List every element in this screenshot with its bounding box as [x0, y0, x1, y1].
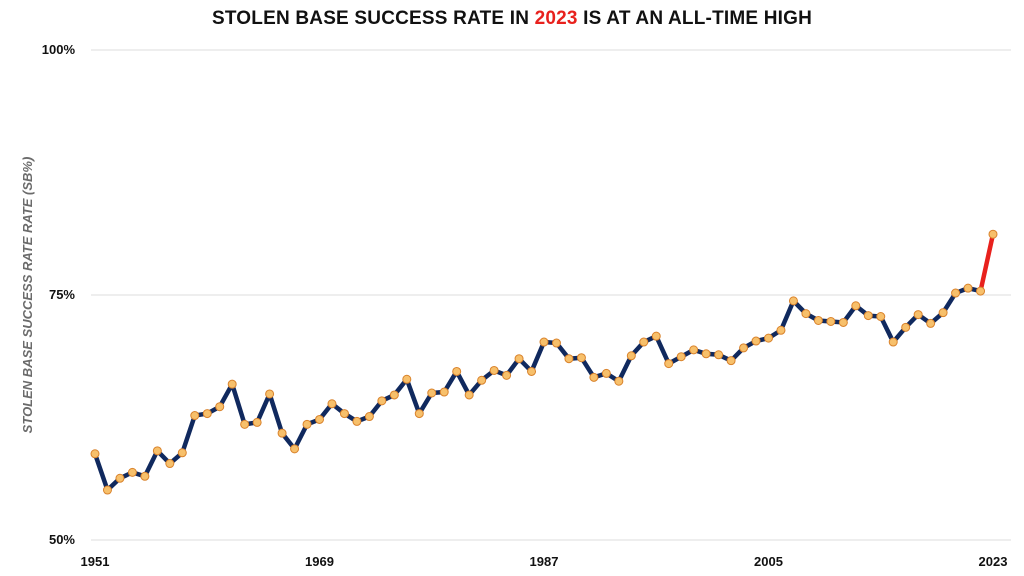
y-tick-label: 100%: [42, 42, 76, 57]
data-point: [315, 414, 324, 424]
data-point: [427, 388, 437, 398]
data-point: [626, 351, 636, 361]
data-point: [140, 471, 150, 481]
data-point: [439, 387, 449, 397]
title-suffix: IS AT AN ALL-TIME HIGH: [577, 8, 813, 29]
data-point: [651, 331, 661, 341]
x-axis-ticks: 1951 1969 1987 2005 2023: [81, 554, 1008, 569]
data-point: [951, 288, 961, 298]
data-point: [265, 389, 275, 399]
data-point: [477, 375, 487, 385]
data-point: [90, 449, 100, 459]
series-lines: [92, 231, 996, 493]
data-point: [726, 356, 736, 366]
y-tick-label: 75%: [49, 287, 75, 302]
data-point: [851, 301, 861, 311]
x-tick-label: 1969: [305, 554, 334, 569]
data-point: [963, 283, 973, 293]
data-point: [414, 409, 424, 419]
data-point: [290, 444, 300, 454]
data-point: [502, 370, 512, 380]
data-point: [539, 337, 549, 347]
y-axis-ticks: 50% 75% 100%: [42, 42, 76, 547]
data-point: [813, 315, 823, 325]
data-point: [863, 311, 873, 321]
data-point: [252, 417, 262, 427]
y-tick-label: 50%: [49, 532, 75, 547]
data-point: [788, 296, 798, 306]
data-point: [614, 376, 624, 386]
data-point: [215, 402, 225, 412]
data-point: [639, 337, 649, 347]
data-point: [926, 318, 936, 328]
data-point: [190, 411, 200, 421]
data-point: [177, 448, 187, 458]
highlight-line-segment: [978, 231, 996, 294]
data-point: [801, 309, 811, 319]
data-points: [90, 229, 998, 495]
data-point: [102, 485, 112, 495]
data-point: [227, 379, 237, 389]
title-prefix: STOLEN BASE SUCCESS RATE IN: [211, 8, 535, 29]
data-point: [739, 343, 749, 353]
data-point: [514, 354, 524, 364]
data-point: [751, 336, 761, 346]
data-point: [302, 419, 312, 429]
data-point: [452, 366, 462, 376]
title-highlight-year: 2023: [534, 8, 578, 29]
data-point: [689, 345, 699, 355]
data-point: [601, 368, 611, 378]
data-point: [838, 317, 848, 327]
data-point: [564, 354, 574, 364]
series-line: [92, 285, 983, 493]
data-point: [402, 374, 412, 384]
data-point: [913, 310, 923, 320]
data-point: [589, 372, 599, 382]
data-point: [676, 352, 686, 362]
data-point: [664, 359, 674, 369]
data-point: [115, 473, 125, 483]
data-point: [776, 325, 786, 335]
data-point: [764, 333, 773, 343]
x-tick-label: 2005: [754, 554, 783, 569]
data-point: [202, 409, 212, 419]
data-point: [277, 428, 287, 438]
data-point: [714, 350, 724, 360]
data-point: [377, 396, 387, 406]
data-point: [464, 390, 474, 400]
data-point: [352, 416, 362, 426]
data-point: [938, 308, 948, 318]
data-point: [364, 412, 374, 422]
data-point: [339, 409, 349, 419]
chart-title: STOLEN BASE SUCCESS RATE IN 2023 IS AT A…: [0, 8, 1024, 30]
x-tick-label: 1987: [530, 554, 559, 569]
data-point: [826, 316, 836, 326]
grid-lines: [91, 49, 1011, 541]
data-point: [988, 229, 998, 239]
data-point: [489, 365, 499, 375]
data-point: [152, 446, 162, 456]
data-point: [389, 390, 399, 400]
data-point: [976, 286, 986, 296]
data-point: [576, 353, 586, 363]
y-axis-label: STOLEN BASE SUCCESS RATE RATE (SB%): [20, 157, 35, 434]
data-point: [165, 459, 175, 469]
data-point: [551, 338, 561, 348]
x-tick-label: 1951: [81, 554, 110, 569]
data-point: [327, 399, 337, 409]
data-point: [701, 349, 711, 359]
x-tick-label: 2023: [979, 554, 1008, 569]
data-point: [127, 467, 137, 477]
data-point: [240, 419, 250, 429]
data-point: [901, 322, 911, 332]
data-point: [876, 312, 886, 322]
data-point: [527, 366, 537, 376]
data-point: [888, 337, 898, 347]
